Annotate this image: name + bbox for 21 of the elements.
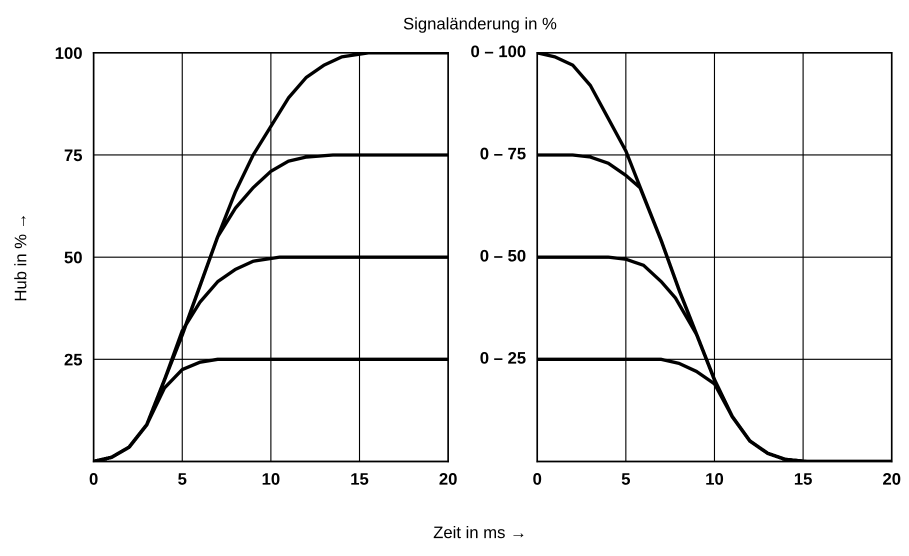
y-tick-label: 100 [56,47,82,60]
y-tick-label: 25 [64,354,82,366]
x-axis-title: Zeit in ms → [434,526,524,538]
x-tick-label: 15 [351,473,368,485]
x-tick-label: 10 [262,473,280,485]
x-tick-label: 20 [883,473,900,485]
y-tick-label: 75 [64,150,82,162]
x-tick-label: 10 [706,473,724,485]
x-tick-label: 15 [794,473,812,485]
y-axis-title: Hub in % → [14,216,26,300]
text: 0 – 100 [471,45,526,58]
x-tick-label: 0 [90,473,98,485]
text: 0 – 50 [480,250,526,262]
x-tick-label: 5 [178,473,186,485]
x-tick-label: 20 [439,473,457,485]
x-tick-label: 5 [622,473,630,485]
chart-title: Signaländerung in % [404,17,556,33]
text: 0 – 25 [480,352,526,364]
x-tick-label: 0 [533,473,542,485]
text: 0 – 75 [480,148,526,160]
y-tick-label: 50 [64,252,82,264]
